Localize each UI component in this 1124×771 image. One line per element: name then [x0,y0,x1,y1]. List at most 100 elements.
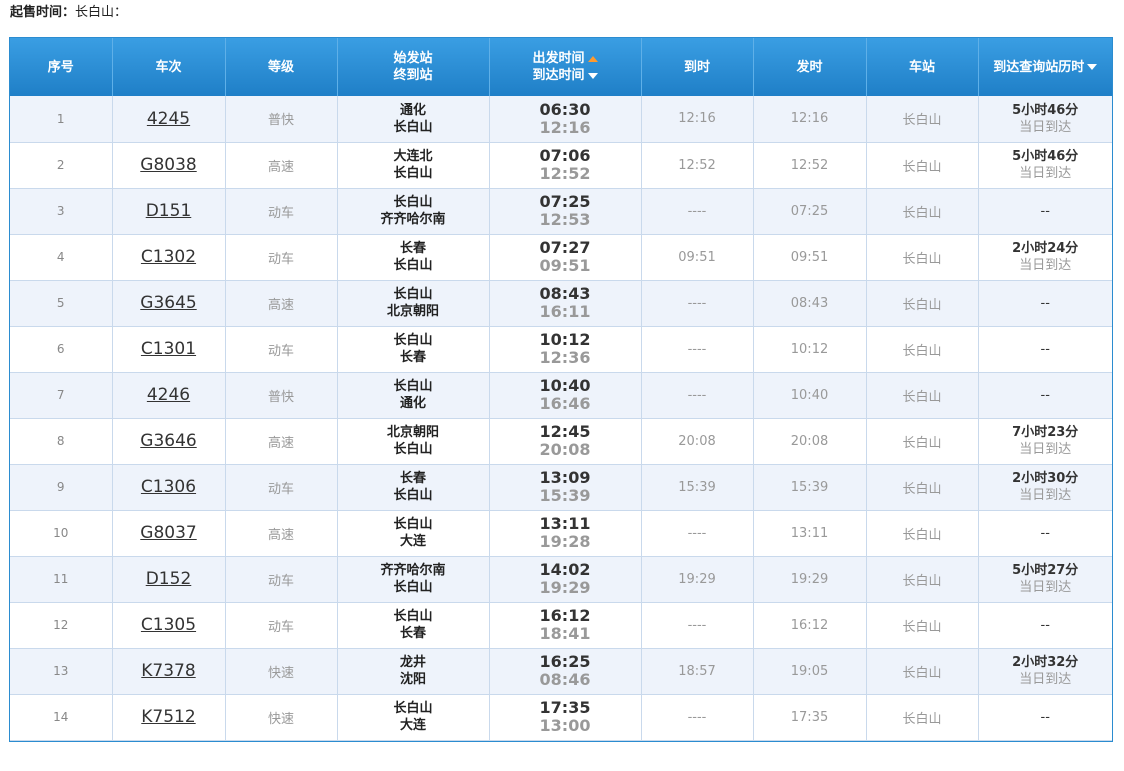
depart-at: 19:05 [753,648,867,695]
times-cell: 08:43 16:11 [489,280,642,327]
train-number-link[interactable]: K7378 [141,661,196,681]
train-number-link[interactable]: 4246 [146,385,191,405]
table-row: 12 C1305 动车 长白山 长春 16:12 18:41 ---- 16:12 长白山 -- [10,602,1112,649]
table-row: 3 D151 动车 长白山 齐齐哈尔南 07:25 12:53 ---- 07:25 长白山 -- [10,188,1112,235]
departure-time: 07:25 [539,192,591,211]
header-depart-at: 发时 [753,38,867,96]
departure-time: 13:11 [539,514,591,533]
train-number-link[interactable]: D151 [145,201,192,221]
duration: -- [1040,617,1050,633]
depart-at: 13:11 [753,510,867,557]
row-index: 5 [10,280,113,327]
duration: -- [1040,203,1050,219]
arrival-time: 20:08 [539,440,591,459]
station-name: 长白山 [866,234,979,281]
train-table: 序号 车次 等级 始发站 终到站 出发时间 到达时间 到时 发时 车站 到达查询… [10,38,1112,741]
terminal-station: 齐齐哈尔南 [380,212,446,227]
train-cell: C1306 [112,464,226,511]
train-number-link[interactable]: G3645 [140,293,197,313]
header-origin: 始发站 [393,51,433,66]
station-name: 长白山 [866,372,979,419]
train-number-link[interactable]: G8037 [140,523,197,543]
train-number-link[interactable]: C1302 [140,247,197,267]
arrival-time: 12:36 [539,348,591,367]
sort-by-departure[interactable]: 出发时间 [490,50,641,67]
origin-station: 北京朝阳 [386,425,439,440]
row-index: 11 [10,556,113,603]
header-index: 序号 [10,38,113,96]
train-number-link[interactable]: G3646 [140,431,197,451]
terminal-station: 大连 [399,718,426,733]
terminal-station: 长白山 [393,442,433,457]
station-name: 长白山 [866,96,979,143]
duration: 2小时30分 [1012,471,1079,486]
terminal-station: 长白山 [393,119,433,135]
terminal-station: 长白山 [393,258,433,273]
arrival-time: 18:41 [539,624,591,643]
table-header-row: 序号 车次 等级 始发站 终到站 出发时间 到达时间 到时 发时 车站 到达查询… [10,38,1112,96]
arrive-at: 19:29 [641,556,754,603]
train-number-link[interactable]: G8038 [140,155,197,175]
sort-by-duration[interactable]: 到达查询站历时 [978,38,1112,96]
duration-cell: 5小时46分 当日到达 [978,96,1112,143]
duration: 2小时32分 [1012,655,1079,670]
arrive-at: ---- [641,602,754,649]
train-grade: 动车 [225,326,338,373]
train-cell: K7512 [112,694,226,741]
duration-cell: 2小时30分 当日到达 [978,464,1112,511]
duration: -- [1040,387,1050,403]
origin-station: 长白山 [393,333,433,348]
train-table-container: 序号 车次 等级 始发站 终到站 出发时间 到达时间 到时 发时 车站 到达查询… [9,37,1113,742]
train-grade: 高速 [225,142,338,189]
departure-time: 16:12 [539,606,591,625]
train-number-link[interactable]: D152 [145,569,192,589]
arrival-time: 12:53 [539,210,591,229]
departure-time: 07:06 [539,146,591,165]
header-duration: 到达查询站历时 [993,59,1085,75]
station-name: 长白山 [866,280,979,327]
sort-down-icon [587,72,598,79]
terminal-station: 北京朝阳 [386,304,439,319]
origin-station: 通化 [399,102,426,118]
arrival-time: 08:46 [539,670,591,689]
depart-at: 19:29 [753,556,867,603]
arrival-note: 当日到达 [1019,258,1072,273]
station-name: 长白山 [866,694,979,741]
table-row: 7 4246 普快 长白山 通化 10:40 16:46 ---- 10:40 长白山 -- [10,372,1112,419]
depart-at: 08:43 [753,280,867,327]
terminal-station: 长春 [399,350,426,365]
duration-cell: 5小时46分 当日到达 [978,142,1112,189]
depart-at: 17:35 [753,694,867,741]
train-number-link[interactable]: C1306 [140,477,197,497]
duration-cell: -- [978,510,1112,557]
duration-cell: 2小时24分 当日到达 [978,234,1112,281]
header-terminal: 终到站 [393,68,433,83]
stations-cell: 龙井 沈阳 [337,648,490,695]
origin-station: 长白山 [393,287,433,302]
station-name: 长白山 [866,556,979,603]
train-cell: C1302 [112,234,226,281]
times-cell: 14:02 19:29 [489,556,642,603]
sale-time-line: 起售时间：长白山： [10,4,127,22]
train-cell: K7378 [112,648,226,695]
stations-cell: 长白山 大连 [337,694,490,741]
origin-station: 龙井 [399,655,426,670]
sort-up-icon [587,55,598,62]
arrive-at: 12:16 [641,96,754,143]
sort-by-arrival[interactable]: 到达时间 [490,67,641,84]
train-number-link[interactable]: C1305 [140,615,197,635]
origin-station: 大连北 [393,149,433,164]
arrival-note: 当日到达 [1019,580,1072,595]
row-index: 9 [10,464,113,511]
row-index: 8 [10,418,113,465]
train-cell: D151 [112,188,226,235]
stations-cell: 长白山 大连 [337,510,490,557]
table-body: 1 4245 普快 通化 长白山 06:30 12:16 12:16 12:16 长白山 5小时46… [10,96,1112,741]
times-cell: 12:45 20:08 [489,418,642,465]
arrive-at: ---- [641,510,754,557]
train-number-link[interactable]: 4245 [146,108,191,129]
depart-at: 16:12 [753,602,867,649]
train-number-link[interactable]: C1301 [140,339,197,359]
departure-time: 06:30 [539,99,591,119]
train-number-link[interactable]: K7512 [141,707,196,727]
